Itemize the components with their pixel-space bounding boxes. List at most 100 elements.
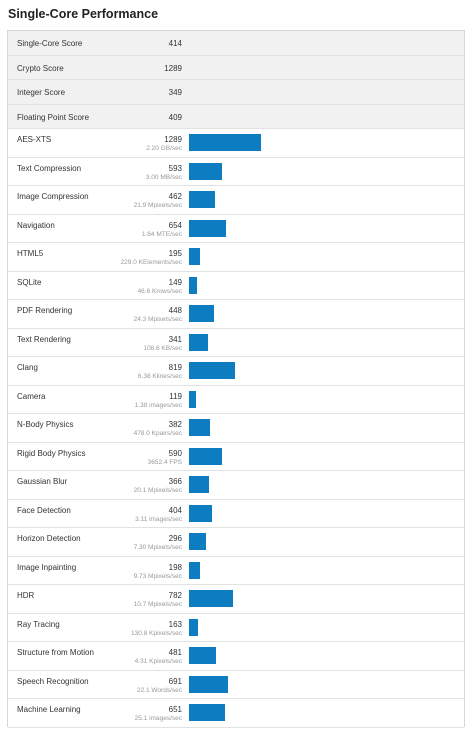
benchmark-detail: 20.1 Mpixels/sec: [133, 487, 182, 494]
benchmark-score: 366: [168, 477, 182, 486]
benchmark-detail: 7.30 Mpixels/sec: [133, 544, 182, 551]
summary-value: 1289: [164, 63, 182, 73]
benchmark-name: Face Detection: [17, 505, 71, 515]
benchmark-name: Machine Learning: [17, 705, 81, 714]
score-bar: [189, 447, 222, 465]
benchmark-detail: 1.38 images/sec: [134, 401, 182, 409]
benchmark-name: Structure from Motion: [17, 648, 94, 657]
benchmark-score: 448: [168, 306, 182, 315]
benchmark-name: N-Body Physics: [17, 420, 74, 429]
benchmark-row: N-Body Physics 382 478.0 Kpairs/sec: [8, 414, 464, 443]
benchmark-name: Rigid Body Physics: [17, 448, 86, 458]
benchmark-row: Machine Learning 651 25.1 images/sec: [8, 699, 464, 728]
score-bar: [189, 561, 201, 579]
benchmark-detail: 229.0 KElements/sec: [120, 259, 182, 266]
summary-row: Crypto Score 1289: [8, 55, 464, 80]
benchmark-score: 819: [168, 363, 182, 372]
score-bar: [189, 675, 228, 693]
benchmark-detail: 3.00 MB/sec: [145, 173, 182, 181]
score-bar: [189, 390, 196, 408]
benchmark-row: HTML5 195 229.0 KElements/sec: [8, 243, 464, 272]
score-bar: [189, 219, 226, 237]
benchmark-name: Clang: [17, 363, 38, 372]
score-bar: [189, 276, 198, 294]
score-bar: [189, 333, 209, 351]
benchmark-detail: 21.9 Mpixels/sec: [133, 202, 182, 209]
benchmark-score: 404: [168, 505, 182, 515]
score-bar: [189, 647, 216, 664]
score-bar: [189, 533, 206, 550]
benchmark-score: 163: [168, 619, 182, 629]
benchmark-detail: 22.1 Words/sec: [136, 686, 182, 694]
benchmark-detail: 24.3 Mpixels/sec: [133, 316, 182, 323]
benchmark-row: Image Inpainting 198 9.73 Mpixels/sec: [8, 556, 464, 585]
benchmark-row: Gaussian Blur 366 20.1 Mpixels/sec: [8, 471, 464, 500]
benchmark-detail: 478.0 Kpairs/sec: [133, 430, 182, 437]
summary-label: Floating Point Score: [17, 112, 90, 122]
benchmark-row: Speech Recognition 691 22.1 Words/sec: [8, 670, 464, 699]
benchmark-name: SQLite: [17, 277, 42, 287]
summary-row: Single-Core Score 414: [8, 31, 464, 56]
benchmark-row: Structure from Motion 481 4.31 Kpixels/sec: [8, 642, 464, 671]
benchmark-name: Ray Tracing: [17, 619, 60, 629]
benchmark-score: 651: [168, 705, 182, 714]
benchmark-row: Text Compression 593 3.00 MB/sec: [8, 157, 464, 186]
score-bar: [189, 618, 199, 636]
benchmark-detail: 46.6 Krows/sec: [137, 287, 182, 295]
benchmark-name: AES-XTS: [17, 135, 52, 144]
results-panel: Single-Core Score 414 Crypto Score 1289 Inte…: [7, 30, 465, 728]
benchmark-row: Text Rendering 341 108.6 KB/sec: [8, 328, 464, 357]
benchmark-row: Camera 119 1.38 images/sec: [8, 385, 464, 414]
benchmark-score: 481: [168, 648, 182, 657]
benchmark-row: Clang 819 6.38 Klines/sec: [8, 357, 464, 386]
benchmark-name: Image Compression: [17, 192, 89, 201]
benchmark-name: PDF Rendering: [17, 306, 73, 315]
benchmark-score: 296: [168, 534, 182, 543]
benchmark-detail: 10.7 Mpixels/sec: [133, 601, 182, 608]
score-bar: [189, 162, 223, 180]
benchmark-row: PDF Rendering 448 24.3 Mpixels/sec: [8, 300, 464, 329]
benchmark-detail: 130.8 Kpixels/sec: [131, 629, 182, 637]
benchmark-score: 198: [168, 562, 182, 572]
benchmark-score: 691: [168, 676, 182, 686]
benchmark-name: Image Inpainting: [17, 562, 77, 572]
summary-value: 349: [168, 88, 182, 97]
score-bar: [189, 305, 215, 322]
summary-value: 414: [168, 39, 182, 48]
benchmark-detail: 25.1 images/sec: [134, 715, 182, 722]
benchmark-score: 462: [168, 192, 182, 201]
benchmark-name: HDR: [17, 591, 35, 600]
benchmark-score: 654: [168, 220, 182, 230]
score-bar: [189, 362, 235, 379]
score-bar: [189, 590, 233, 607]
summary-row: Integer Score 349: [8, 80, 464, 105]
summary-label: Single-Core Score: [17, 39, 83, 48]
benchmark-name: Horizon Detection: [17, 534, 81, 543]
score-bar: [189, 248, 200, 265]
benchmark-score: 782: [168, 591, 182, 600]
benchmark-detail: 6.38 Klines/sec: [137, 373, 182, 380]
benchmark-name: Text Rendering: [17, 334, 71, 344]
benchmark-name: HTML5: [17, 249, 44, 258]
score-bar: [189, 419, 211, 436]
benchmark-row: Face Detection 404 3.11 images/sec: [8, 499, 464, 528]
benchmark-row: SQLite 149 46.6 Krows/sec: [8, 271, 464, 300]
benchmark-score: 341: [168, 334, 182, 344]
benchmark-detail: 2.20 GB/sec: [146, 145, 182, 152]
benchmark-score: 149: [168, 277, 182, 287]
benchmark-score: 195: [168, 249, 182, 258]
benchmark-row: Navigation 654 1.84 MTE/sec: [8, 214, 464, 243]
benchmark-score: 1289: [164, 135, 182, 144]
benchmark-row: Ray Tracing 163 130.8 Kpixels/sec: [8, 613, 464, 642]
score-bar: [189, 504, 212, 522]
summary-row: Floating Point Score 409: [8, 104, 464, 129]
section-title: Single-Core Performance: [8, 7, 159, 21]
score-bar: [189, 704, 226, 721]
benchmark-score: 382: [168, 420, 182, 429]
benchmark-detail: 3.11 images/sec: [135, 515, 182, 523]
score-bar: [189, 476, 210, 493]
benchmark-row: Rigid Body Physics 590 3652.4 FPS: [8, 442, 464, 471]
benchmark-score: 593: [168, 163, 182, 173]
score-bar: [189, 134, 261, 151]
